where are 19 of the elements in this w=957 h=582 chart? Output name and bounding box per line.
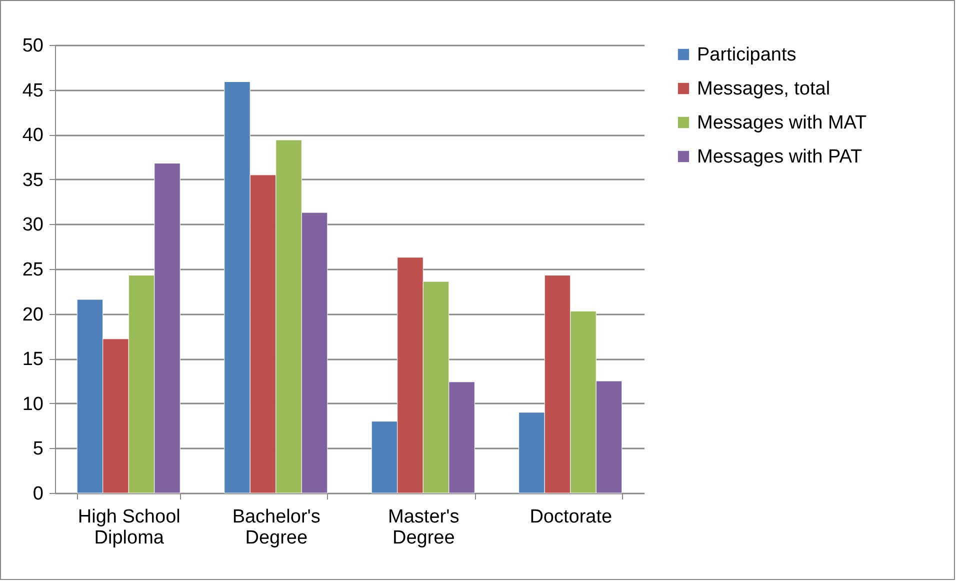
y-tick-label: 45: [22, 80, 44, 102]
y-tick-label: 25: [22, 260, 44, 280]
legend-label: Messages with PAT: [697, 146, 862, 168]
y-tick-label: 30: [22, 214, 44, 236]
x-tick-label: High School Diploma: [78, 506, 180, 548]
x-tick-label: Doctorate: [530, 506, 612, 528]
y-tick-label: 15: [22, 349, 44, 370]
legend-label: Messages with MAT: [697, 112, 868, 134]
legend-label: Messages, total: [697, 78, 830, 100]
y-tick-label: 35: [22, 170, 44, 191]
y-tick-label: 20: [22, 304, 44, 326]
legend-label: Participants: [697, 44, 796, 66]
x-tick-label: Bachelor's Degree: [232, 506, 320, 548]
y-tick-label: 5: [32, 438, 44, 460]
y-tick-label: 50: [22, 36, 44, 56]
y-tick-label: 40: [22, 125, 44, 146]
x-tick-label: Master's Degree: [388, 506, 460, 548]
y-tick-label: 10: [22, 394, 44, 415]
y-tick-label: 0: [32, 484, 44, 504]
